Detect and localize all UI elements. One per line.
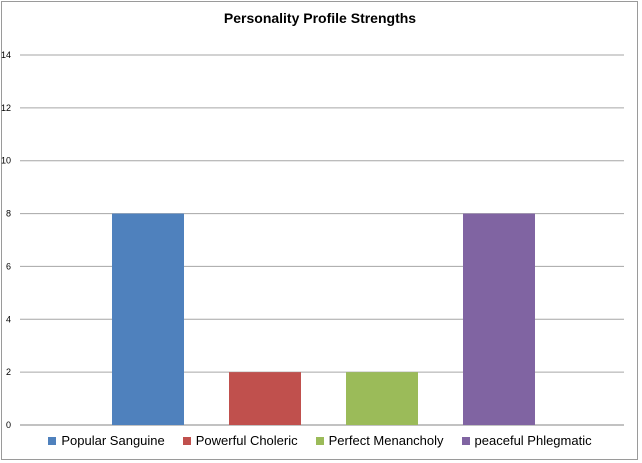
bars <box>112 213 535 425</box>
legend-label: Popular Sanguine <box>61 433 165 448</box>
bar-peaceful-phlegmatic <box>463 213 535 425</box>
y-tick-label: 6 <box>6 261 11 271</box>
y-tick-label: 0 <box>6 420 11 430</box>
y-tick-label: 4 <box>6 314 11 324</box>
legend-swatch <box>461 436 470 445</box>
legend-swatch <box>315 436 324 445</box>
y-tick-label: 2 <box>6 367 11 377</box>
legend-label: Perfect Menancholy <box>328 433 444 448</box>
legend-label: Powerful Choleric <box>195 433 298 448</box>
y-tick-label: 14 <box>1 50 11 60</box>
y-tick-label: 10 <box>1 156 11 166</box>
legend-item: Perfect Menancholy <box>315 433 444 448</box>
legend-swatch <box>182 436 191 445</box>
legend: Popular Sanguine Powerful Choleric Perfect… <box>0 433 640 448</box>
legend-item: peaceful Phlegmatic <box>461 433 592 448</box>
chart-title: Personality Profile Strengths <box>223 10 417 26</box>
bar-popular-sanguine <box>112 213 184 425</box>
bar-powerful-choleric <box>229 372 301 425</box>
bar-perfect-menancholy <box>346 372 418 425</box>
legend-swatch <box>48 436 57 445</box>
y-tick-label: 8 <box>6 209 11 219</box>
legend-item: Powerful Choleric <box>182 433 298 448</box>
legend-label: peaceful Phlegmatic <box>474 433 592 448</box>
y-tick-labels: 0 2 4 6 8 10 12 14 <box>1 50 11 430</box>
y-tick-label: 12 <box>1 103 11 113</box>
legend-item: Popular Sanguine <box>48 433 165 448</box>
